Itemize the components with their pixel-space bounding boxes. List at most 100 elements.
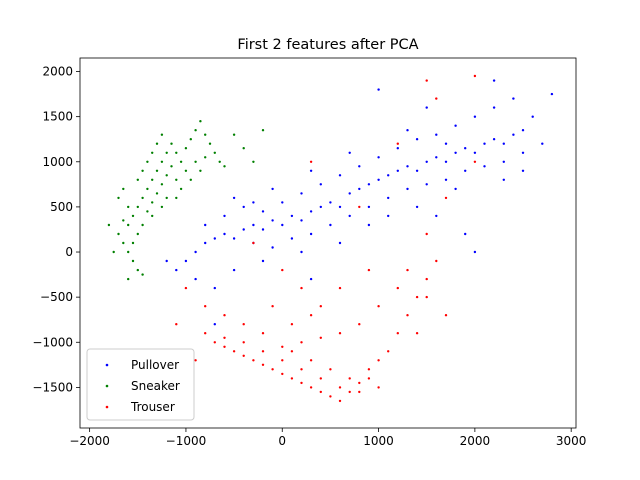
pullover-point xyxy=(242,205,245,209)
y-axis: −1500 −1000 −500 0 500 1000 1500 2000 xyxy=(32,65,80,394)
pullover-point xyxy=(512,97,515,100)
pullover-point xyxy=(300,250,303,254)
sneaker-point xyxy=(242,147,245,150)
legend-label-pullover: Pullover xyxy=(131,358,179,372)
y-tick-label: 0 xyxy=(65,245,73,259)
trouser-point xyxy=(406,314,409,317)
trouser-point xyxy=(358,323,361,326)
trouser-point xyxy=(204,305,207,308)
legend-marker-pullover xyxy=(105,363,109,367)
pullover-point xyxy=(483,142,486,145)
pullover-point xyxy=(261,259,265,263)
pullover-point xyxy=(415,169,419,172)
pullover-point xyxy=(175,268,178,272)
pullover-point xyxy=(281,223,284,227)
pullover-point xyxy=(348,192,351,195)
x-tick-label: −1000 xyxy=(166,434,207,448)
sneaker-point xyxy=(194,160,197,163)
trouser-point xyxy=(290,350,294,353)
trouser-point xyxy=(435,259,438,263)
y-tick-label: 1000 xyxy=(42,155,73,169)
pullover-point xyxy=(483,165,486,168)
pullover-point xyxy=(232,196,236,200)
sneaker-point xyxy=(213,151,216,154)
trouser-point xyxy=(415,295,419,299)
trouser-point xyxy=(444,314,448,317)
pullover-point xyxy=(473,115,477,118)
trouser-point xyxy=(271,305,274,308)
sneaker-point xyxy=(122,187,125,191)
sneaker-point xyxy=(179,187,183,191)
pullover-point xyxy=(232,237,236,240)
trouser-point xyxy=(338,386,342,389)
sneaker-point xyxy=(184,147,188,150)
pullover-point xyxy=(271,219,274,222)
trouser-point xyxy=(396,286,399,290)
legend-frame xyxy=(86,348,195,421)
sneaker-point xyxy=(252,160,255,163)
pullover-point xyxy=(309,277,313,281)
sneaker-point xyxy=(223,165,226,168)
trouser-point xyxy=(425,232,428,236)
sneaker-point xyxy=(151,201,154,204)
sneaker-point xyxy=(218,160,221,163)
pullover-point xyxy=(223,214,226,218)
sneaker-point xyxy=(117,196,120,200)
legend: Pullover Sneaker Trouser xyxy=(86,348,195,421)
pullover-point xyxy=(406,129,409,132)
pullover-point xyxy=(204,241,207,245)
trouser-point xyxy=(175,323,178,326)
pullover-point xyxy=(425,160,428,163)
trouser-point xyxy=(242,341,245,344)
pullover-point xyxy=(550,92,554,96)
pullover-point xyxy=(252,223,255,227)
sneaker-point xyxy=(127,205,130,209)
sneaker-point xyxy=(141,223,144,227)
sneaker-point xyxy=(170,142,173,145)
pullover-point xyxy=(454,187,457,191)
trouser-point xyxy=(300,381,303,385)
trouser-point xyxy=(435,97,438,100)
pullover-point xyxy=(406,187,409,191)
y-tick-label: −1000 xyxy=(32,335,73,349)
pullover-point xyxy=(454,151,457,154)
y-tick-label: 2000 xyxy=(42,65,73,79)
sneaker-point xyxy=(175,151,178,154)
sneaker-point xyxy=(146,187,149,191)
trouser-point xyxy=(338,286,342,290)
sneaker-point xyxy=(107,223,111,227)
trouser-point xyxy=(377,386,380,389)
pullover-point xyxy=(223,232,226,236)
trouser-point xyxy=(406,268,409,272)
trouser-point xyxy=(319,390,322,394)
pullover-point xyxy=(464,169,467,172)
sneaker-point xyxy=(175,178,178,181)
trouser-point xyxy=(367,377,371,380)
trouser-point xyxy=(348,377,351,380)
legend-label-trouser: Trouser xyxy=(130,400,175,414)
pullover-point xyxy=(492,106,496,109)
trouser-point xyxy=(300,286,303,290)
pullover-point xyxy=(309,169,313,172)
pullover-point xyxy=(377,178,380,181)
trouser-point xyxy=(281,268,284,272)
pullover-point xyxy=(213,237,216,240)
trouser-point xyxy=(223,336,226,339)
y-tick-label: −500 xyxy=(40,290,73,304)
trouser-point xyxy=(329,395,332,398)
pullover-point xyxy=(290,214,294,218)
trouser-point xyxy=(281,359,284,362)
sneaker-point xyxy=(170,165,173,168)
trouser-point xyxy=(242,323,245,326)
pullover-point xyxy=(406,165,409,168)
pullover-point xyxy=(261,210,265,213)
trouser-point xyxy=(358,205,361,209)
pullover-point xyxy=(473,250,477,254)
trouser-point xyxy=(338,399,342,403)
trouser-point xyxy=(396,332,399,335)
trouser-point xyxy=(309,386,313,389)
sneaker-point xyxy=(141,196,144,200)
pullover-point xyxy=(521,151,525,154)
trouser-point xyxy=(425,79,428,82)
sneaker-point xyxy=(136,205,139,209)
